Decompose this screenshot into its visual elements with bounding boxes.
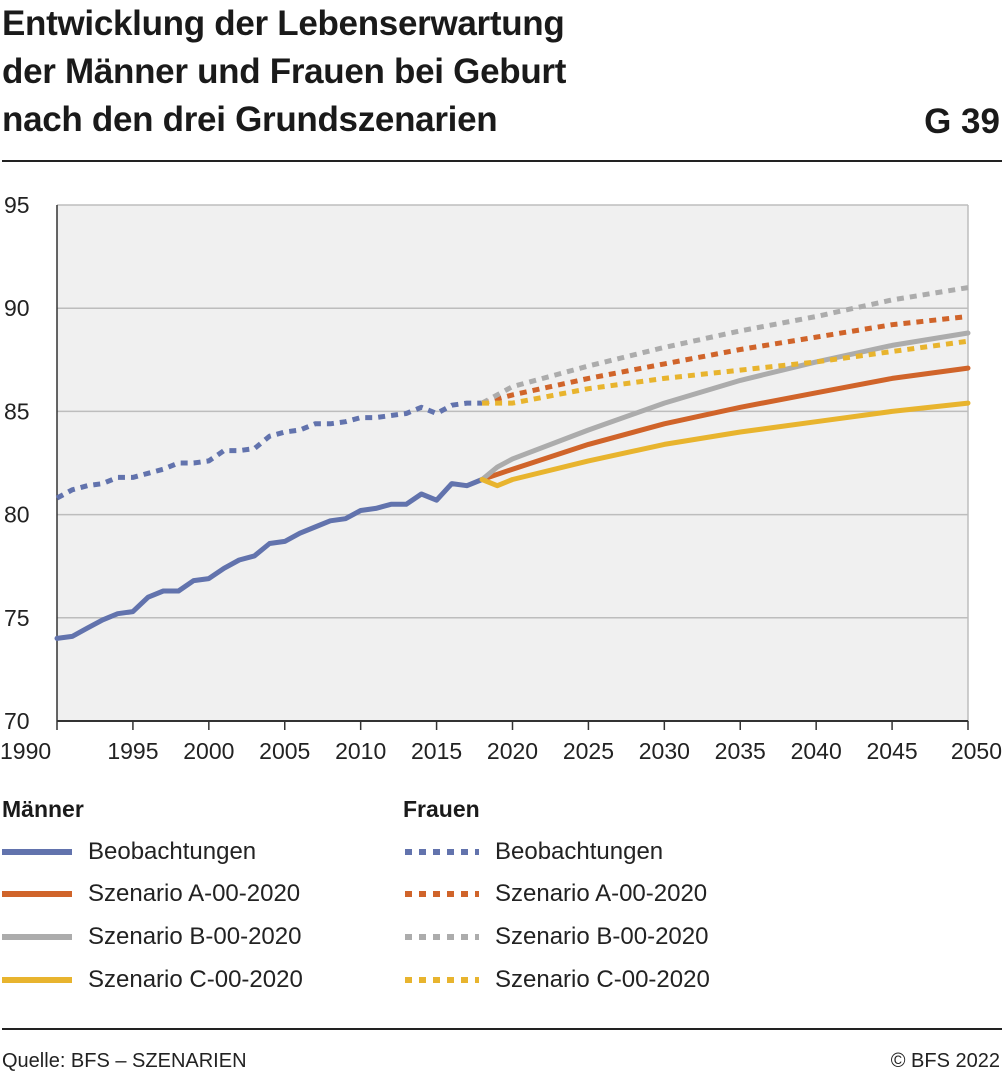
series-lines: [54, 285, 971, 641]
figure-id: G 39: [924, 102, 1000, 141]
series-maenner-szenario-b-00-2020: [479, 330, 971, 482]
series-maenner-szenario-a-00-2020: [479, 365, 971, 482]
y-tick-label: 85: [4, 398, 30, 424]
legend-item-maenner-szenario-c: Szenario C-00-2020: [2, 965, 303, 995]
legend-item-maenner-szenario-b: Szenario B-00-2020: [2, 922, 301, 952]
series-maenner-beobachtungen: [54, 477, 485, 641]
title-line-2: der Männer und Frauen bei Geburt: [2, 52, 567, 91]
x-tick-label: 1995: [107, 738, 158, 764]
line-chart: 70 75 80 85 90 95 1990 1995 2000 2005 2010 2015 2020…: [0, 192, 1002, 764]
legend-item-frauen-szenario-a: Szenario A-00-2020: [403, 879, 707, 909]
legend-label: Szenario C-00-2020: [495, 966, 710, 993]
title-line-1: Entwicklung der Lebenserwartung: [2, 4, 565, 43]
y-tick-label: 70: [4, 708, 30, 734]
legend-swatch-solid-grey: [2, 934, 72, 940]
legend-item-maenner-szenario-a: Szenario A-00-2020: [2, 879, 300, 909]
chart-title: Entwicklung der Lebenserwartung der Männ…: [2, 0, 566, 144]
legend-title-maenner: Männer: [2, 796, 84, 822]
series-frauen-beobachtungen: [55, 400, 483, 501]
plot-area: [57, 205, 968, 721]
legend-swatch-dotted-grey: [405, 934, 479, 940]
legend-item-maenner-beobachtungen: Beobachtungen: [2, 837, 256, 867]
legend-item-frauen-beobachtungen: Beobachtungen: [403, 837, 663, 867]
y-tick-label: 80: [4, 502, 30, 528]
x-tick-label: 2045: [866, 738, 917, 764]
x-tick-label: 2015: [411, 738, 462, 764]
x-tick-label: 2005: [259, 738, 310, 764]
x-tick-label: 2000: [183, 738, 234, 764]
copyright: © BFS 2022: [890, 1050, 1000, 1072]
y-tick-label: 90: [4, 295, 30, 321]
legend-swatch-solid-yellow: [2, 977, 72, 983]
header-rule: [2, 160, 1002, 162]
footer-rule: [2, 1028, 1002, 1030]
series-frauen-szenario-c-00-2020: [482, 338, 969, 406]
legend-label: Beobachtungen: [88, 838, 257, 865]
legend-swatch-solid-blue: [2, 849, 72, 855]
x-tick-label: 2025: [563, 738, 614, 764]
legend-item-frauen-szenario-c: Szenario C-00-2020: [403, 965, 710, 995]
series-frauen-szenario-a-00-2020: [481, 314, 969, 406]
legend-swatch-solid-orange: [2, 891, 72, 897]
legend-label: Szenario B-00-2020: [495, 923, 709, 950]
legend-label: Szenario A-00-2020: [88, 880, 301, 907]
legend-item-frauen-szenario-b: Szenario B-00-2020: [403, 922, 708, 952]
x-tick-label: 2050: [951, 738, 1002, 764]
source-note: Quelle: BFS – SZENARIEN: [2, 1050, 247, 1072]
x-tick-label: 2035: [715, 738, 766, 764]
legend-label: Szenario C-00-2020: [88, 966, 303, 993]
x-tick-label: 2010: [335, 738, 386, 764]
legend-swatch-dotted-blue: [405, 849, 479, 855]
legend-label: Szenario A-00-2020: [495, 880, 708, 907]
x-tick-label: 2030: [639, 738, 690, 764]
legend-label: Beobachtungen: [495, 838, 664, 865]
series-maenner-szenario-c-00-2020: [479, 400, 971, 489]
x-tick-label: 2020: [487, 738, 538, 764]
tick-labels: 70 75 80 85 90 95 1990 1995 2000 2005 2010 2015 2020…: [0, 192, 1002, 764]
x-tick-label: 2040: [791, 738, 842, 764]
title-line-3: nach den drei Grundszenarien: [2, 100, 498, 139]
legend-label: Szenario B-00-2020: [88, 923, 302, 950]
legend-title-frauen: Frauen: [403, 796, 480, 822]
y-tick-label: 95: [4, 192, 30, 218]
legend-swatch-dotted-yellow: [405, 977, 479, 983]
axes: [56, 205, 969, 730]
legend-swatch-dotted-orange: [405, 891, 479, 897]
x-tick-label: 1990: [0, 738, 51, 764]
y-tick-label: 75: [4, 605, 30, 631]
